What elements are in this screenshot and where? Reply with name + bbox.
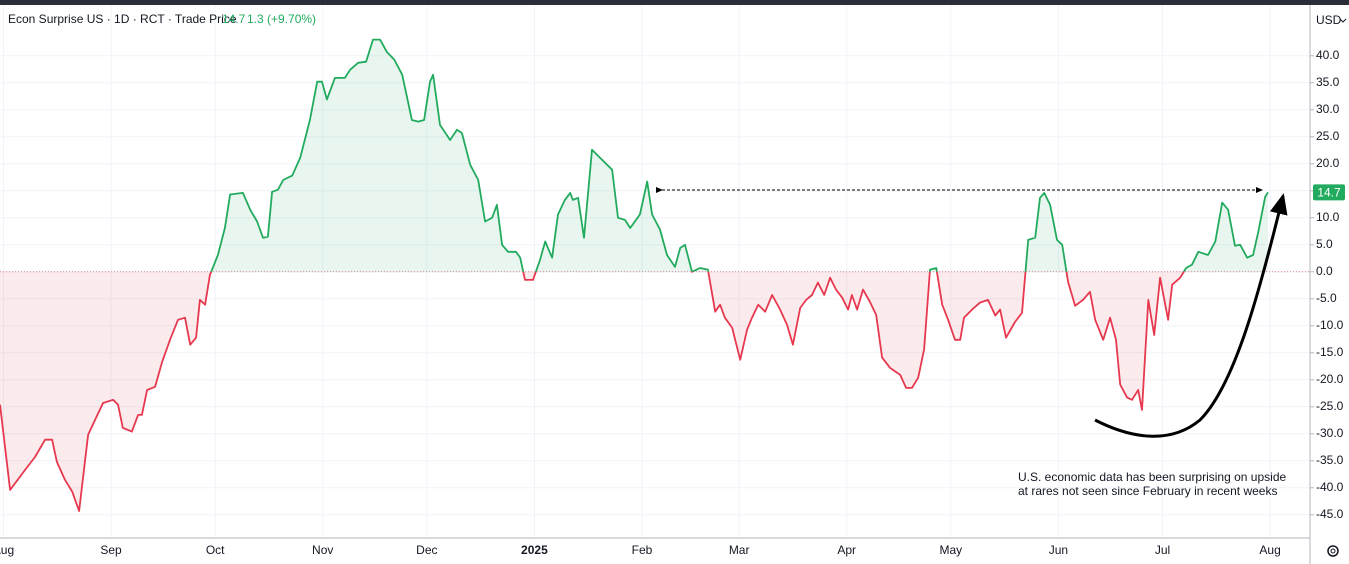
y-tick-label: 35.0 bbox=[1316, 75, 1340, 89]
plot bbox=[0, 38, 1310, 512]
x-tick-label: Nov bbox=[312, 543, 333, 557]
curved-arrow bbox=[1094, 193, 1288, 438]
y-tick-label: -20.0 bbox=[1316, 372, 1344, 386]
y-tick-label: 20.0 bbox=[1316, 156, 1340, 170]
currency-caret[interactable] bbox=[1339, 18, 1347, 23]
settings-icon[interactable] bbox=[1327, 545, 1339, 557]
last-value: 14.7 bbox=[222, 12, 246, 26]
change: 1.3 (+9.70%) bbox=[247, 12, 316, 26]
x-tick-label: Mar bbox=[729, 543, 750, 557]
area-negative bbox=[0, 271, 1184, 511]
currency[interactable]: USD bbox=[1316, 13, 1342, 27]
x-tick-label: Aug bbox=[1259, 543, 1280, 557]
y-tick-label: -30.0 bbox=[1316, 426, 1344, 440]
axes: 40.035.030.025.020.015.010.05.00.0-5.0-1… bbox=[0, 48, 1345, 557]
y-tick-label: 25.0 bbox=[1316, 129, 1340, 143]
chart-title: Econ Surprise US · 1D · RCT · Trade Pric… bbox=[8, 12, 237, 26]
line-negative bbox=[0, 271, 1185, 512]
y-tick-label: -5.0 bbox=[1316, 291, 1337, 305]
y-tick-label: 40.0 bbox=[1316, 48, 1340, 62]
y-tick-label: -10.0 bbox=[1316, 318, 1344, 332]
x-tick-label: 2025 bbox=[521, 543, 548, 557]
x-tick-label: Apr bbox=[837, 543, 856, 557]
x-tick-label: Sep bbox=[100, 543, 122, 557]
y-tick-label: 10.0 bbox=[1316, 210, 1340, 224]
y-tick-label: -15.0 bbox=[1316, 345, 1344, 359]
x-tick-label: Jul bbox=[1155, 543, 1170, 557]
line-positive bbox=[210, 38, 1269, 272]
grid bbox=[0, 5, 1310, 538]
x-tick-label: Aug bbox=[0, 543, 14, 557]
last-value-badge bbox=[1313, 184, 1345, 201]
y-tick-label: -25.0 bbox=[1316, 399, 1344, 413]
y-tick-label: -45.0 bbox=[1316, 507, 1344, 521]
x-tick-label: Oct bbox=[206, 543, 225, 557]
top-bar bbox=[0, 0, 1349, 5]
x-tick-label: Dec bbox=[416, 543, 437, 557]
last-value-label: 14.7 bbox=[1317, 186, 1341, 200]
y-tick-label: -35.0 bbox=[1316, 453, 1344, 467]
y-tick-label: 0.0 bbox=[1316, 264, 1333, 278]
annotation: U.S. economic data has been surprising o… bbox=[1018, 470, 1286, 484]
x-tick-label: May bbox=[939, 543, 962, 557]
y-tick-label: 5.0 bbox=[1316, 237, 1333, 251]
x-tick-label: Feb bbox=[632, 543, 653, 557]
annotation: at rares not seen since February in rece… bbox=[1018, 484, 1277, 498]
y-tick-label: 30.0 bbox=[1316, 102, 1340, 116]
x-tick-label: Jun bbox=[1049, 543, 1068, 557]
y-tick-label: -40.0 bbox=[1316, 480, 1344, 494]
area-positive bbox=[0, 39, 1268, 272]
